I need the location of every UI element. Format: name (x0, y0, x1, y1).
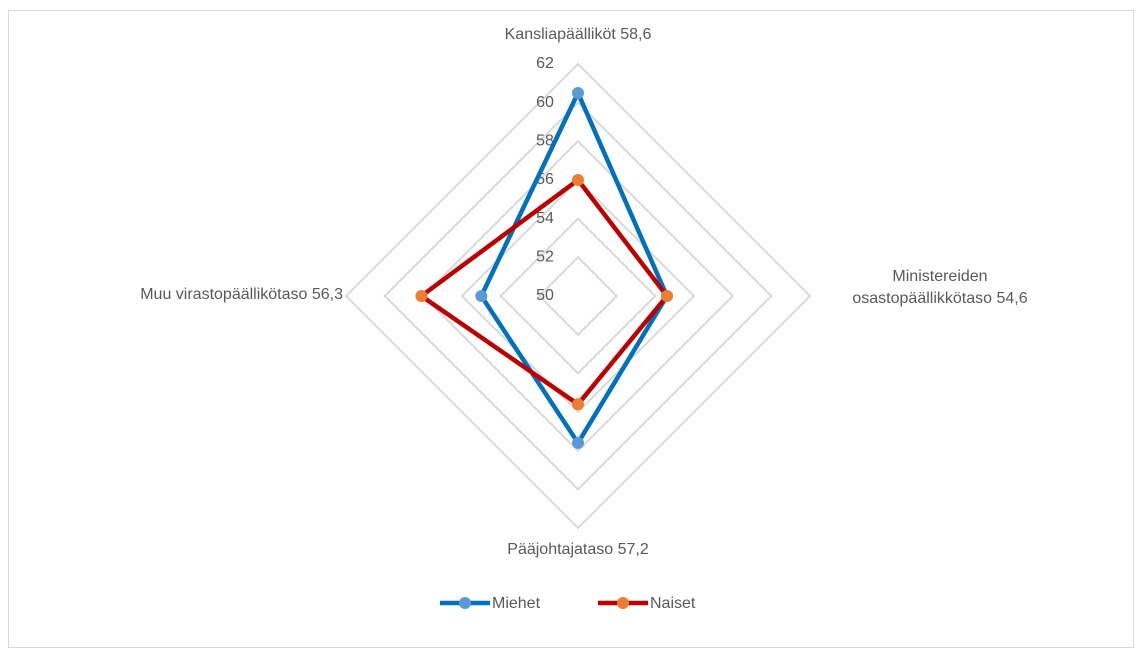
legend-marker (459, 597, 471, 609)
r-tick-label: 60 (536, 94, 554, 111)
grid-ring (344, 62, 812, 530)
legend-label: Naiset (650, 595, 696, 612)
series-marker (572, 398, 584, 411)
r-tick-label: 54 (536, 210, 554, 227)
grid-ring (421, 139, 735, 453)
series-marker (572, 436, 584, 449)
grid-ring (499, 217, 657, 375)
category-label: Ministereiden osastopäällikkötaso 54,6 (852, 268, 1028, 307)
series-marker (475, 290, 488, 302)
series-marker (415, 290, 428, 302)
grid-ring (537, 255, 619, 337)
grid-ring (383, 101, 773, 491)
category-label: Kansliapäälliköt 58,6 (504, 26, 652, 43)
series-marker (572, 87, 584, 99)
category-label: Muu virastopäällikötaso 56,3 (140, 286, 343, 303)
series-marker (660, 290, 673, 302)
category-label: Pääjohtajataso 57,2 (507, 541, 649, 558)
r-tick-label: 62 (536, 55, 554, 72)
series-marker (572, 174, 584, 186)
r-tick-label: 50 (536, 287, 554, 304)
r-tick-label: 58 (536, 133, 554, 150)
legend-label: Miehet (492, 595, 541, 612)
r-tick-label: 52 (536, 249, 554, 266)
legend-marker (617, 597, 629, 609)
